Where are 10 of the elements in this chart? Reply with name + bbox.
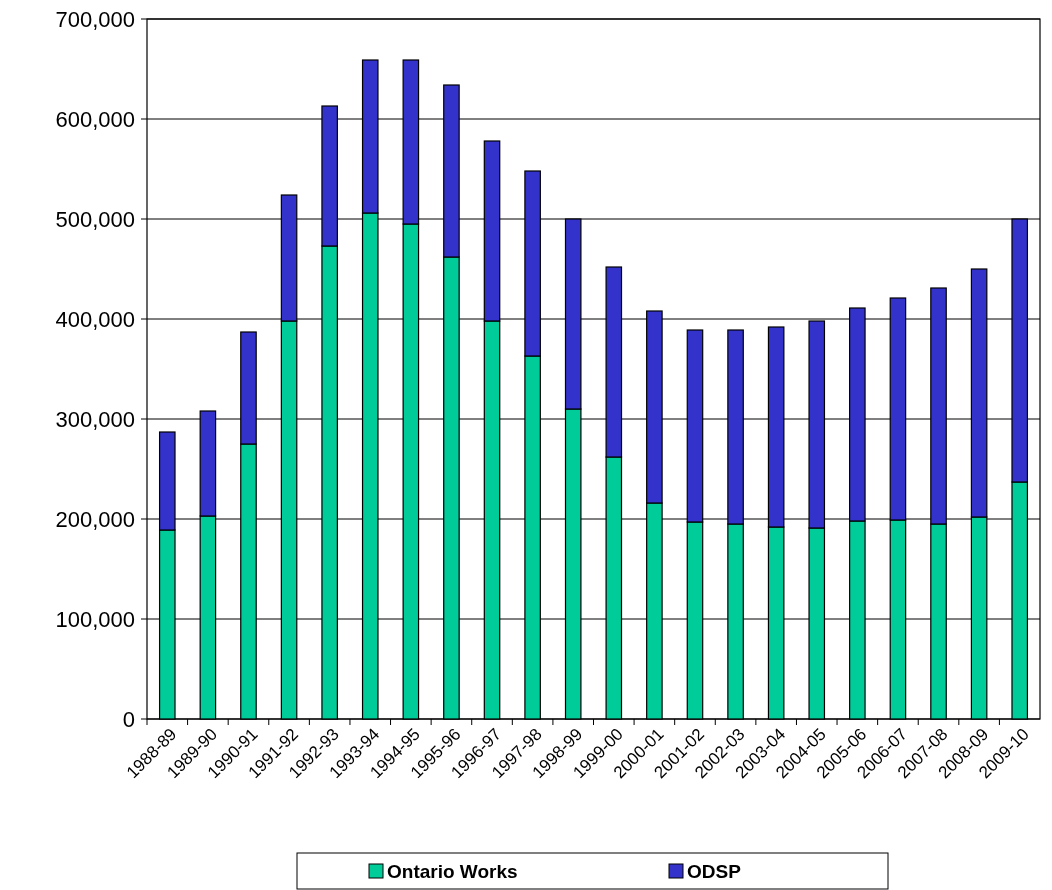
legend-label: ODSP xyxy=(687,860,742,882)
y-tick-label: 700,000 xyxy=(55,6,135,32)
y-tick-label: 400,000 xyxy=(55,306,135,332)
y-tick-label: 100,000 xyxy=(55,606,135,632)
y-tick-label: 600,000 xyxy=(55,106,135,132)
y-tick-label: 500,000 xyxy=(55,206,135,232)
y-tick-label: 0 xyxy=(122,706,135,732)
y-tick-label: 200,000 xyxy=(55,506,135,532)
legend-label: Ontario Works xyxy=(387,860,518,882)
y-tick-label: 300,000 xyxy=(55,406,135,432)
